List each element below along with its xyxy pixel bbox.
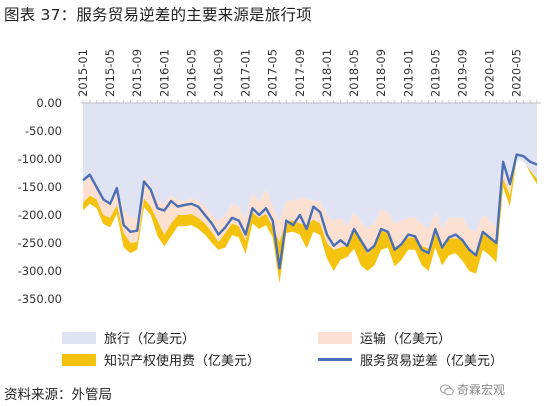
legend-deficit-swatch — [318, 358, 352, 361]
watermark: 奇霖宏观 — [440, 381, 505, 398]
y-tick-label: -150.00 — [18, 180, 62, 194]
travel-area — [83, 103, 537, 232]
y-tick-label: -300.00 — [18, 264, 62, 278]
x-tick-label: 2020-05 — [510, 49, 524, 97]
y-tick-label: -50.00 — [25, 124, 62, 138]
legend-deficit: 服务贸易逆差（亿美元） — [318, 350, 503, 369]
x-axis: 2015-01 2015-05 2015-09 2016-01 2016-05 2016-… — [76, 49, 541, 104]
x-tick-label: 2018-09 — [374, 49, 388, 97]
y-tick-label: -200.00 — [18, 208, 62, 222]
legend-travel-swatch — [62, 331, 96, 344]
chart-title: 图表 37：服务贸易逆差的主要来源是旅行项 — [4, 6, 312, 24]
x-tick-label: 2018-01 — [320, 49, 334, 97]
x-tick-label: 2016-01 — [157, 49, 171, 97]
x-tick-label: 2017-01 — [239, 49, 253, 97]
y-axis: 0.00 -50.00 -100.00 -150.00 -200.00 -250.00 -3… — [18, 96, 62, 306]
y-tick-label: -250.00 — [18, 236, 62, 250]
legend-travel: 旅行（亿美元） — [62, 328, 195, 347]
legend-transport-label: 运输（亿美元） — [360, 332, 452, 347]
legend-ip-swatch — [62, 353, 96, 366]
x-tick-label: 2015-09 — [130, 49, 144, 97]
x-tick-label: 2016-05 — [184, 49, 198, 97]
y-tick-label: -350.00 — [18, 292, 62, 306]
x-tick-label: 2019-05 — [428, 49, 442, 97]
ip-fee-area — [83, 146, 537, 284]
watermark-text: 奇霖宏观 — [457, 383, 506, 397]
x-tick-label: 2015-05 — [103, 49, 117, 97]
legend-ip: 知识产权使用费（亿美元） — [62, 350, 260, 369]
x-tick-label: 2017-05 — [266, 49, 280, 97]
x-tick-label: 2018-05 — [347, 49, 361, 97]
legend-travel-label: 旅行（亿美元） — [104, 332, 196, 347]
plot-areas — [83, 103, 537, 284]
y-tick-label: -100.00 — [18, 152, 62, 166]
x-tick-label: 2017-09 — [293, 49, 307, 97]
legend-transport-swatch — [318, 331, 352, 344]
x-tick-label: 2019-01 — [401, 49, 415, 97]
legend-deficit-label: 服务贸易逆差（亿美元） — [360, 354, 504, 369]
legend-ip-label: 知识产权使用费（亿美元） — [104, 354, 261, 369]
x-tick-label: 2020-01 — [483, 49, 497, 97]
deficit-line — [82, 153, 538, 270]
plot-line — [82, 153, 538, 270]
transport-area — [83, 146, 537, 255]
x-tick-label: 2015-01 — [76, 49, 90, 97]
y-tick-label: 0.00 — [36, 96, 62, 110]
legend-transport: 运输（亿美元） — [318, 328, 451, 347]
source-note: 资料来源：外管局 — [4, 387, 112, 403]
x-tick-label: 2016-09 — [212, 49, 226, 97]
x-tick-label: 2019-09 — [455, 49, 469, 97]
wechat-icon — [440, 384, 454, 395]
